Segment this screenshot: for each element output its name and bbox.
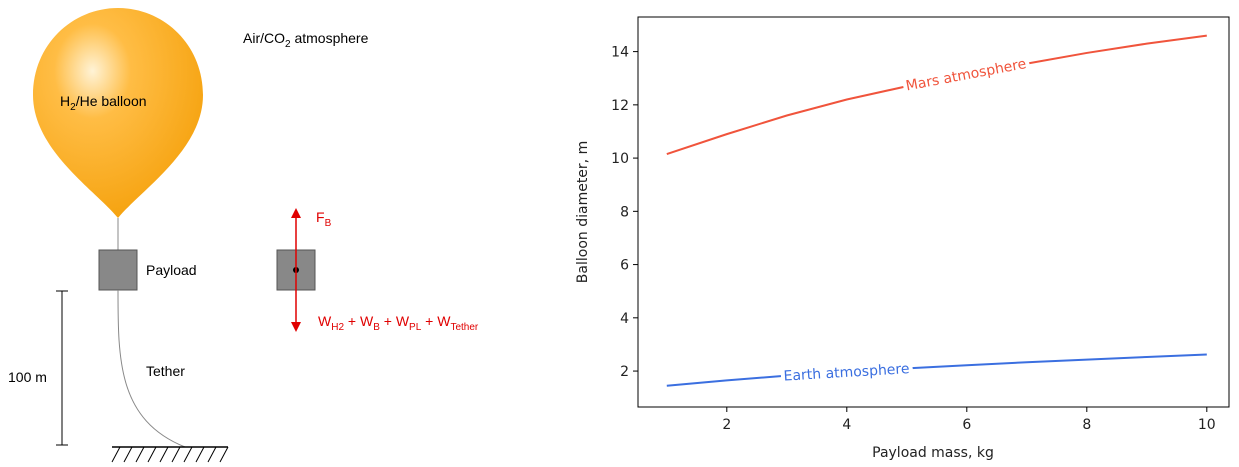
length-label: 100 m — [8, 369, 47, 385]
line — [666, 34, 1207, 156]
y-tick-label: 10 — [611, 151, 629, 167]
tether — [117, 289, 186, 448]
length-bracket — [56, 290, 68, 446]
subscript: H2 — [331, 322, 344, 333]
subscript: Tether — [450, 322, 478, 333]
y-tick-label: 6 — [620, 258, 629, 274]
text: + W — [421, 313, 451, 329]
balloon — [33, 8, 203, 218]
y-tick-label: 12 — [611, 98, 629, 114]
text: W — [318, 313, 332, 329]
x-tick-label: 2 — [722, 417, 731, 433]
text: /He balloon — [76, 93, 147, 109]
x-tick-label: 10 — [1198, 417, 1216, 433]
x-tick-label: 6 — [962, 417, 971, 433]
weight-label: WH2 + WB + WPL + WTether — [318, 313, 479, 333]
y-tick-label: 4 — [620, 311, 629, 327]
line-label: Earth atmosphere — [783, 361, 910, 385]
text: Air/CO — [243, 30, 285, 46]
x-tick-label: 4 — [842, 417, 851, 433]
payload-label: Payload — [146, 262, 197, 278]
subscript: B — [373, 322, 380, 333]
tether-label: Tether — [146, 363, 185, 379]
y-tick-label: 8 — [620, 204, 629, 220]
subscript: B — [325, 218, 332, 229]
y-tick-label: 14 — [611, 45, 629, 61]
line — [666, 353, 1207, 387]
text: + W — [344, 313, 374, 329]
ground-hatch — [111, 446, 229, 463]
text: atmosphere — [291, 30, 369, 46]
x-axis-label: Payload mass, kg — [872, 445, 994, 461]
x-tick-label: 8 — [1082, 417, 1091, 433]
y-tick-label: 2 — [620, 364, 629, 380]
balloon-label: H2/He balloon — [60, 93, 147, 113]
subscript: PL — [409, 322, 422, 333]
payload-box — [98, 249, 138, 291]
atmosphere-label: Air/CO2 atmosphere — [243, 30, 369, 50]
line-label: Mars atmosphere — [905, 56, 1028, 94]
text: F — [316, 209, 325, 225]
subscript: 2 — [70, 102, 76, 113]
y-axis-label: Balloon diameter, m — [575, 141, 591, 283]
chart: Payload mass, kg Balloon diameter, m 2 4 6… — [575, 16, 1230, 461]
plot-frame — [637, 16, 1230, 408]
text: H — [60, 93, 70, 109]
text: + W — [380, 313, 410, 329]
subscript: 2 — [285, 39, 291, 50]
buoyancy-label: FB — [316, 209, 332, 229]
